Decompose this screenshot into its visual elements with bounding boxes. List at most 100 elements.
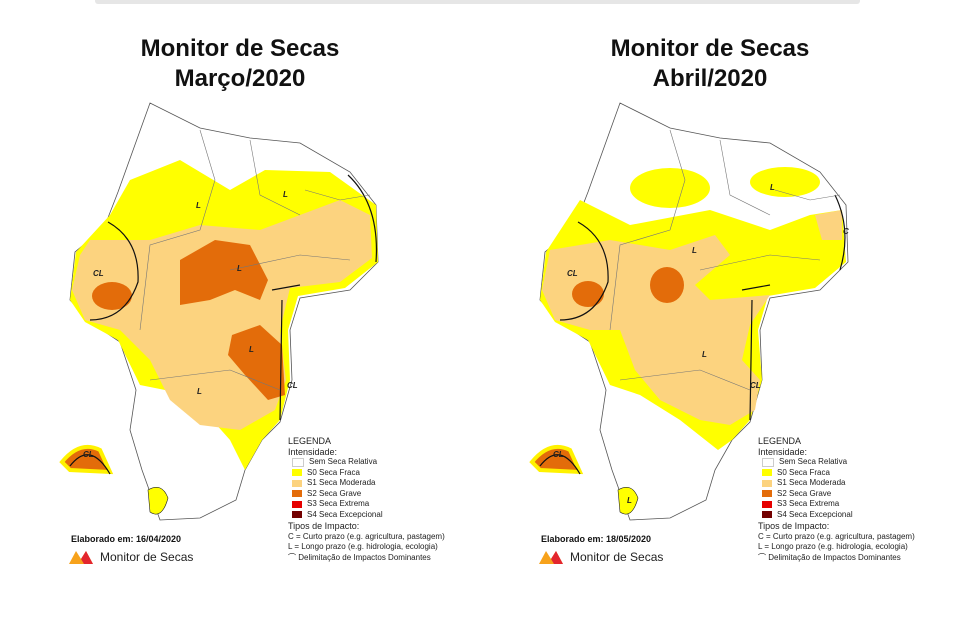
s2-area	[529, 445, 584, 475]
legend-item: S2 Seca Grave	[288, 489, 445, 500]
impact-delimitation	[69, 174, 378, 475]
delimitation-label: Delimitação de Impactos Dominantes	[298, 552, 431, 562]
swatch	[292, 500, 302, 508]
s0-area	[630, 168, 710, 208]
legend-label: S1 Seca Moderada	[777, 478, 846, 487]
legend-item: S3 Seca Extrema	[288, 499, 445, 510]
elaborated-date: Elaborado em: 18/05/2020	[541, 534, 652, 544]
state-borders	[139, 129, 371, 391]
map-label: L	[249, 345, 254, 354]
map-label: CL	[287, 381, 298, 390]
logo-text: Monitor de Secas	[100, 550, 194, 564]
map-label: L	[196, 201, 201, 210]
map-label: CL	[567, 269, 578, 278]
s2-area	[180, 240, 268, 305]
delimitation-label: Delimitação de Impactos Dominantes	[768, 552, 901, 562]
legend-label: Sem Seca Relativa	[779, 457, 848, 466]
s2-area	[59, 445, 114, 475]
swatch	[762, 490, 772, 498]
legend: LEGENDA Intensidade: Sem Seca Relativa S…	[758, 436, 915, 563]
map-label: CL	[750, 381, 761, 390]
map-title: Monitor de Secas Abril/2020	[470, 34, 950, 94]
drought-map: L L CL L L L CL CL	[59, 102, 379, 521]
legend-label: S0 Seca Fraca	[777, 467, 830, 477]
legend-label: S3 Seca Extrema	[777, 499, 840, 508]
legend-item: S4 Seca Excepcional	[288, 510, 445, 521]
legend-label: S2 Seca Grave	[307, 488, 362, 498]
legend-title: LEGENDA	[758, 436, 802, 446]
map-label: L	[237, 264, 242, 273]
impact-title: Tipos de Impacto:	[288, 521, 360, 531]
logo: Monitor de Secas	[68, 549, 193, 565]
top-bar	[95, 0, 860, 4]
legend-item: S2 Seca Grave	[758, 489, 915, 500]
legend-intensity-title: Intensidade:	[288, 446, 338, 457]
s1-area	[815, 210, 842, 240]
legend-item: Sem Seca Relativa	[758, 457, 915, 468]
map-label: L	[197, 387, 202, 396]
s2-area	[228, 325, 285, 400]
monitor-logo-icon	[539, 551, 563, 564]
swatch	[762, 469, 772, 477]
legend: LEGENDA Intensidade: Sem Seca Relativa S…	[288, 436, 445, 563]
swatch	[762, 457, 774, 467]
legend-item: S0 Seca Fraca	[288, 468, 445, 479]
map-label: CL	[553, 450, 564, 459]
swatch	[762, 500, 772, 508]
map-label: CL	[93, 269, 104, 278]
impact-delimitation	[539, 194, 846, 475]
logo: Monitor de Secas	[538, 549, 663, 565]
legend-intensity-title: Intensidade:	[758, 446, 808, 457]
s0-area	[147, 487, 169, 515]
s2-area	[572, 281, 604, 307]
swatch	[292, 469, 302, 477]
delimitation-icon: ⌒	[288, 552, 299, 562]
impact-long: L = Longo prazo (e.g. hidrologia, ecolog…	[758, 542, 908, 551]
legend-item: S1 Seca Moderada	[758, 478, 915, 489]
s1-area	[72, 200, 372, 430]
map-label: L	[283, 190, 288, 199]
legend-label: S3 Seca Extrema	[307, 499, 370, 508]
title-line: Monitor de Secas	[610, 35, 810, 62]
title-date: Março/2020	[174, 65, 306, 92]
legend-item: Sem Seca Relativa	[288, 457, 445, 468]
legend-label: S1 Seca Moderada	[307, 478, 376, 487]
delimitation-item: ⌒ Delimitação de Impactos Dominantes	[288, 553, 445, 564]
swatch	[292, 511, 302, 519]
impact-title: Tipos de Impacto:	[758, 521, 830, 531]
delimitation-item: ⌒ Delimitação de Impactos Dominantes	[758, 553, 915, 564]
impact-short: C = Curto prazo (e.g. agricultura, pasta…	[758, 531, 915, 541]
map-label: CL	[83, 450, 94, 459]
legend-label: S0 Seca Fraca	[307, 467, 360, 477]
s0-area	[750, 167, 820, 197]
title-date: Abril/2020	[652, 65, 768, 92]
legend-label: Sem Seca Relativa	[309, 457, 378, 466]
legend-item: S4 Seca Excepcional	[758, 510, 915, 521]
map-panel-april: Monitor de Secas Abril/2020 L L C CL L C…	[470, 0, 950, 640]
title-line: Monitor de Secas	[140, 35, 340, 62]
legend-item: S3 Seca Extrema	[758, 499, 915, 510]
legend-item: S0 Seca Fraca	[758, 468, 915, 479]
logo-text: Monitor de Secas	[570, 550, 664, 564]
monitor-logo-icon	[69, 551, 93, 564]
legend-label: S4 Seca Excepcional	[307, 509, 383, 519]
impact-long: L = Longo prazo (e.g. hidrologia, ecolog…	[288, 542, 438, 551]
legend-title: LEGENDA	[288, 436, 332, 446]
state-borders	[609, 129, 841, 391]
swatch	[762, 479, 772, 487]
s2-area	[650, 267, 684, 303]
legend-label: S4 Seca Excepcional	[777, 509, 853, 519]
swatch	[292, 479, 302, 487]
impact-short: C = Curto prazo (e.g. agricultura, pasta…	[288, 531, 445, 541]
map-title: Monitor de Secas Março/2020	[0, 34, 480, 94]
map-label: L	[692, 246, 697, 255]
s1-area	[542, 235, 770, 425]
swatch	[292, 490, 302, 498]
map-label: L	[770, 183, 775, 192]
map-label: C	[843, 227, 849, 236]
s0-area	[617, 487, 639, 515]
legend-label: S2 Seca Grave	[777, 488, 832, 498]
delimitation-icon: ⌒	[758, 552, 769, 562]
map-label: L	[627, 496, 632, 505]
elaborated-date: Elaborado em: 16/04/2020	[71, 534, 182, 544]
